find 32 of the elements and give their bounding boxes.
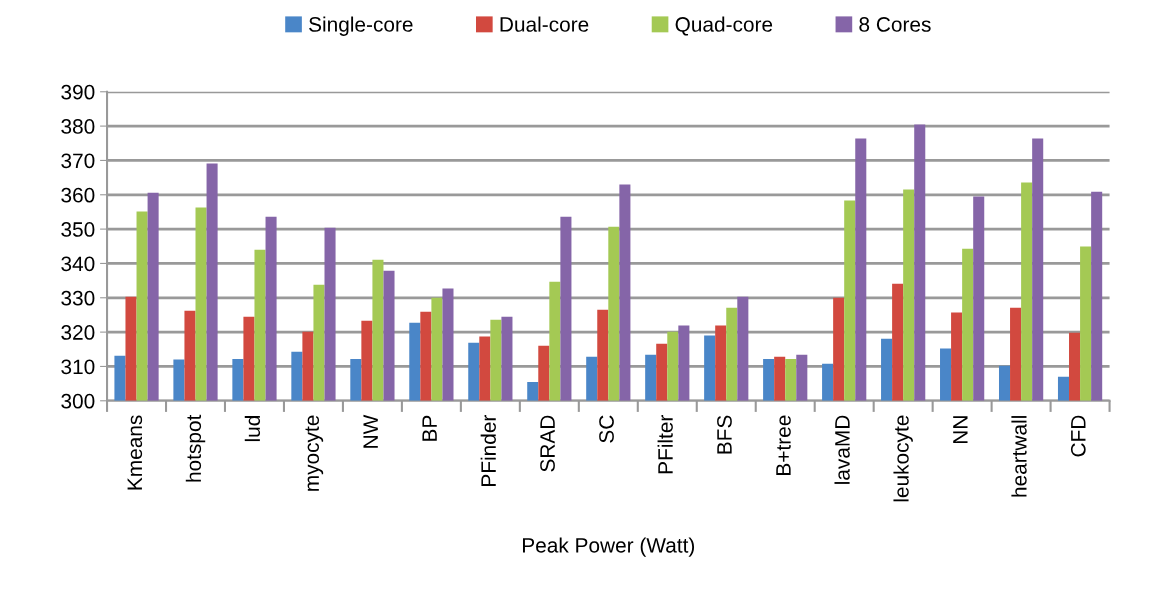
- legend-label: Dual-core: [500, 16, 589, 32]
- x-tick-label: lavaMD: [834, 415, 850, 484]
- y-tick-label: 350: [61, 222, 95, 237]
- legend-label: Quad-core: [675, 16, 773, 36]
- x-tick-label: BFS: [717, 415, 732, 454]
- x-tick-label: myocyte: [305, 415, 324, 491]
- x-tick-label: NN: [953, 416, 968, 444]
- y-tick-label: 390: [61, 84, 95, 100]
- x-tick-label: SRAD: [540, 415, 555, 472]
- y-tick-label: 310: [61, 359, 95, 375]
- y-tick-label: 370: [61, 153, 95, 169]
- y-tick-label: 320: [61, 325, 95, 340]
- y-tick-label: 330: [61, 290, 95, 306]
- x-tick-label: Kmeans: [127, 415, 143, 490]
- y-tick-label: 300: [61, 393, 95, 409]
- x-tick-label: BP: [422, 415, 437, 441]
- x-tick-label: leukocyte: [893, 415, 913, 502]
- x-tick-label: heartwall: [1011, 416, 1027, 497]
- legend-label: Single-core: [309, 16, 413, 36]
- x-tick-label: PFilter: [657, 415, 673, 474]
- x-axis-title: Peak Power (Watt): [523, 537, 695, 557]
- x-tick-label: hotspot: [185, 414, 206, 482]
- legend-label: 8 Cores: [859, 17, 931, 32]
- y-tick-label: 360: [61, 187, 95, 203]
- x-tick-label: NW: [363, 414, 378, 448]
- x-tick-label: lud: [244, 416, 261, 442]
- x-tick-label: CFD: [1070, 415, 1086, 457]
- x-tick-label: B+tree: [776, 415, 791, 475]
- x-tick-label: SC: [599, 415, 614, 443]
- x-tick-label: PFinder: [480, 415, 496, 486]
- y-tick-label: 380: [61, 119, 95, 134]
- y-tick-label: 340: [61, 256, 95, 272]
